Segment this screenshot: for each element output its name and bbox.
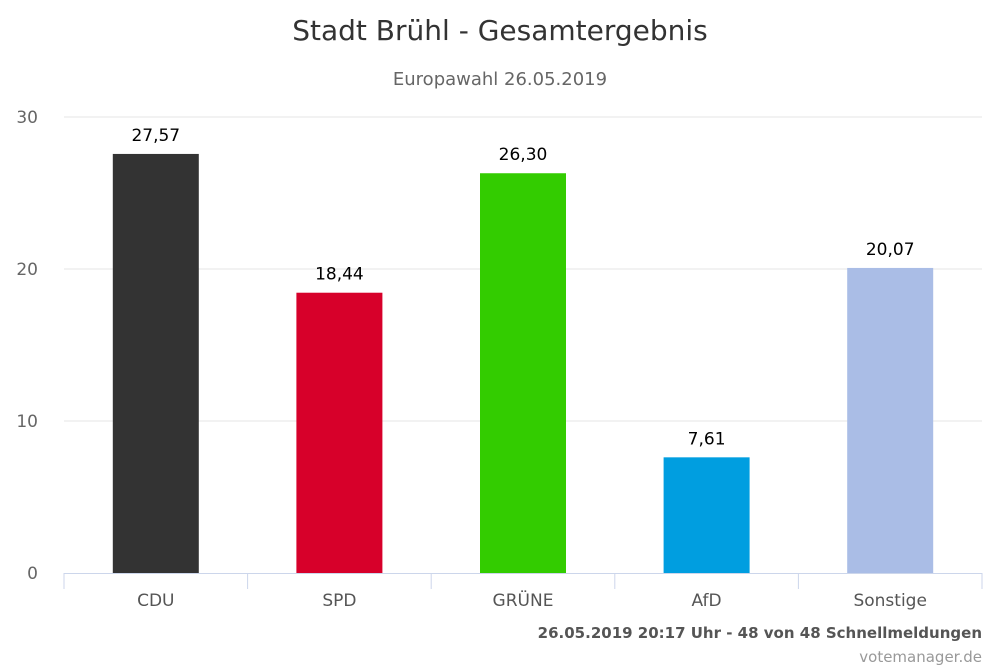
chart-subtitle: Europawahl 26.05.2019 (393, 69, 607, 90)
x-tick-label: GRÜNE (493, 589, 554, 611)
x-tick-label: Sonstige (853, 591, 926, 611)
bar-afd (663, 457, 750, 573)
y-tick-label: 30 (16, 108, 38, 128)
x-tick-label: CDU (137, 591, 174, 611)
credit-link[interactable]: votemanager.de (859, 648, 982, 666)
data-label: 18,44 (315, 265, 364, 285)
chart-title: Stadt Brühl - Gesamtergebnis (292, 14, 708, 47)
y-tick-label: 20 (16, 260, 38, 280)
bar-cdu (112, 153, 199, 573)
data-label: 27,57 (131, 126, 180, 146)
x-axis (63, 573, 983, 589)
bar-sonstige (847, 267, 934, 573)
x-tick-label: AfD (692, 591, 722, 611)
x-axis-ticks: CDU SPD GRÜNE AfD Sonstige (137, 589, 927, 611)
data-label: 26,30 (499, 145, 548, 165)
data-label: 7,61 (688, 429, 726, 449)
data-labels: 27,57 18,44 26,30 7,61 20,07 (131, 126, 914, 449)
y-tick-label: 10 (16, 412, 38, 432)
x-tick-label: SPD (322, 591, 356, 611)
bar-spd (296, 292, 383, 573)
bar-grüne (480, 173, 566, 574)
bars (112, 153, 934, 574)
status-text: 26.05.2019 20:17 Uhr - 48 von 48 Schnell… (538, 624, 982, 642)
data-label: 20,07 (866, 240, 915, 260)
y-tick-label: 0 (27, 564, 38, 584)
y-axis-ticks: 0 10 20 30 (16, 108, 38, 584)
